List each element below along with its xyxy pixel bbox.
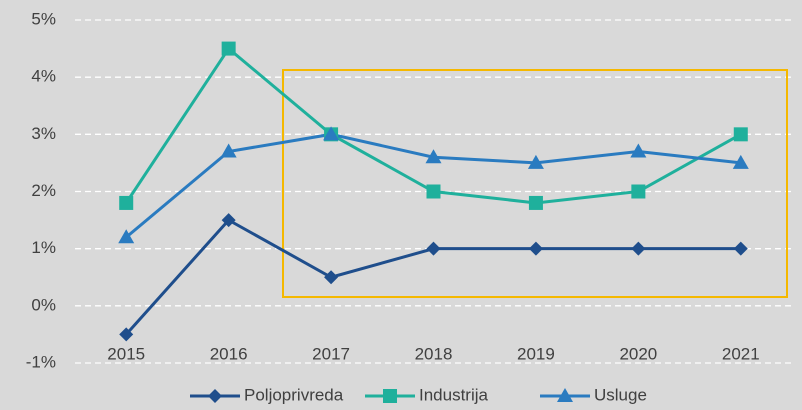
x-tick-label: 2015 <box>107 344 145 363</box>
marker <box>118 229 135 244</box>
marker <box>221 41 236 56</box>
legend-label: Usluge <box>594 385 647 404</box>
y-tick-label: 2% <box>31 181 56 200</box>
marker <box>528 241 543 256</box>
y-tick-label: 0% <box>31 295 56 314</box>
marker <box>324 270 339 285</box>
marker <box>383 389 397 403</box>
y-tick-label: -1% <box>26 352 56 371</box>
legend-label: Poljoprivreda <box>244 385 344 404</box>
marker <box>426 184 441 199</box>
marker <box>732 154 749 169</box>
x-tick-label: 2020 <box>619 344 657 363</box>
highlight-box <box>282 69 788 298</box>
x-tick-label: 2018 <box>415 344 453 363</box>
marker <box>631 184 646 199</box>
marker <box>425 149 442 164</box>
marker <box>426 241 441 256</box>
y-tick-label: 4% <box>31 67 56 86</box>
marker <box>119 195 134 210</box>
marker <box>208 389 222 403</box>
marker <box>631 241 646 256</box>
y-tick-label: 5% <box>31 9 56 28</box>
marker <box>527 154 544 169</box>
marker <box>220 143 237 158</box>
x-tick-label: 2016 <box>210 344 248 363</box>
marker <box>528 195 543 210</box>
y-tick-label: 3% <box>31 124 56 143</box>
x-tick-label: 2019 <box>517 344 555 363</box>
x-tick-label: 2017 <box>312 344 350 363</box>
marker <box>557 388 573 402</box>
marker <box>630 143 647 158</box>
marker <box>119 327 134 342</box>
marker <box>733 127 748 142</box>
marker <box>733 241 748 256</box>
legend-label: Industrija <box>419 385 489 404</box>
x-tick-label: 2021 <box>722 344 760 363</box>
marker <box>221 213 236 228</box>
marker <box>323 126 340 141</box>
y-tick-label: 1% <box>31 238 56 257</box>
